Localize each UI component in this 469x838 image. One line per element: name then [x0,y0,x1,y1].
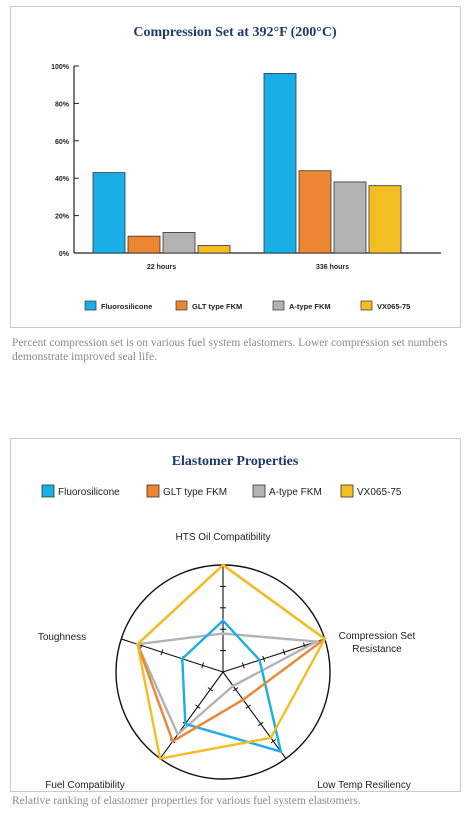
legend-swatch [84,300,97,311]
bar [92,172,126,254]
legend-swatch [340,484,354,498]
bar-chart-title: Compression Set at 392°F (200°C) [133,25,337,40]
bar [162,232,196,254]
y-tick-label: 60% [55,139,70,146]
radar-chart-caption: Relative ranking of elastomer properties… [12,795,361,807]
legend-label: VX065-75 [377,302,410,311]
radar-tick [201,662,205,669]
bar-chart-panel: Compression Set at 392°F (200°C) 0% 20% 40%… [10,6,461,328]
y-tick-label: 100% [51,64,70,71]
radar-tick [282,649,286,656]
legend-label: Fluorosilicone [101,302,152,311]
radar-tick [258,721,264,727]
x-tick-label: 22 hours [147,264,176,271]
radar-series-polygon [135,632,321,737]
radar-axis-label: Compression Set Resistance [339,631,416,655]
radar-series-polygon [181,618,283,754]
bar [298,170,332,254]
legend-swatch [41,484,55,498]
radar-tick [262,655,266,662]
legend-label: GLT type FKM [192,302,242,311]
radar-series-polygon [136,563,327,760]
bar [127,235,161,254]
radar-chart-title: Elastomer Properties [172,454,299,469]
radar-tick [195,704,201,709]
radar-tick [245,704,251,709]
bar-chart-caption: Percent compression set is on various fu… [12,337,448,363]
legend-label: VX065-75 [357,487,402,498]
legend-label: A-type FKM [289,302,331,311]
radar-axis-label: Low Temp Resiliency [317,780,411,791]
radar-tick [270,739,277,744]
radar-axis-label: Fuel Compatibility [45,780,124,791]
radar-axis [222,638,325,673]
legend-swatch [272,300,285,311]
legend-label: Fluorosilicone [58,487,120,498]
radar-axis-label: Toughness [38,632,86,643]
radar-chart: Elastomer Properties Fluorosilicone GLT ty… [38,454,416,791]
radar-tick [241,662,245,669]
radar-axis-label: HTS Oil Compatibility [175,532,270,543]
legend-swatch [252,484,266,498]
radar-axis [159,671,224,759]
legend-swatch [175,300,188,311]
radar-tick [232,687,239,692]
radar-tick [160,649,164,656]
y-tick-label: 80% [55,101,70,108]
bar [368,185,402,254]
radar-tick [207,687,214,692]
y-tick-label: 0% [59,251,70,258]
x-tick-label: 336 hours [316,264,349,271]
y-tick-label: 20% [55,214,70,221]
legend-swatch [360,300,373,311]
legend-label: A-type FKM [269,487,322,498]
bar [197,245,231,254]
bar [263,73,297,254]
bar [333,181,367,254]
radar-chart-panel: Elastomer Properties Fluorosilicone GLT ty… [10,438,461,792]
legend-label: GLT type FKM [163,487,227,498]
legend-swatch [146,484,160,498]
y-tick-label: 40% [55,176,70,183]
bar-chart: Compression Set at 392°F (200°C) 0% 20% 40%… [51,25,441,311]
